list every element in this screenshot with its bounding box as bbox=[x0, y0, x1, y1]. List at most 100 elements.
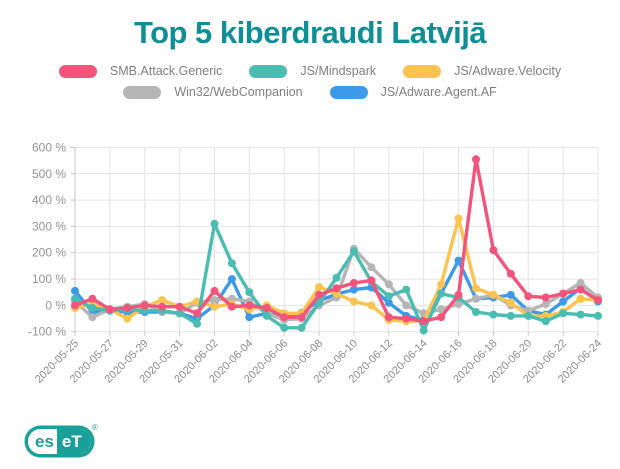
data-point bbox=[193, 309, 201, 318]
data-point bbox=[367, 276, 376, 285]
data-point bbox=[402, 285, 411, 294]
data-point bbox=[437, 280, 446, 289]
data-point bbox=[559, 309, 568, 318]
eset-logo: es eT ® bbox=[25, 423, 98, 457]
data-point bbox=[524, 311, 533, 320]
y-axis-label: 300 % bbox=[32, 219, 66, 233]
data-point bbox=[210, 302, 219, 311]
legend-swatch bbox=[403, 64, 442, 78]
data-point bbox=[262, 311, 271, 320]
data-point bbox=[541, 317, 550, 326]
legend-item-win32-webcompanion[interactable]: Win32/WebCompanion bbox=[123, 85, 303, 99]
legend-label: SMB.Attack.Generic bbox=[109, 64, 223, 78]
data-point bbox=[576, 294, 585, 303]
data-point bbox=[524, 292, 533, 301]
data-point bbox=[349, 285, 358, 294]
legend-swatch bbox=[249, 64, 288, 78]
data-point bbox=[402, 301, 411, 310]
data-point bbox=[384, 298, 393, 307]
y-axis-label: 500 % bbox=[32, 167, 66, 181]
data-point bbox=[559, 289, 568, 298]
data-point bbox=[454, 214, 463, 223]
data-point bbox=[227, 259, 236, 268]
data-point bbox=[472, 284, 480, 293]
legend-item-js-adware-agent-af[interactable]: JS/Adware.Agent.AF bbox=[329, 85, 497, 99]
legend-swatch bbox=[58, 64, 97, 78]
data-point bbox=[245, 301, 254, 310]
line-chart-canvas: 600 %500 %400 %300 %200 %100 %0 %-100 %2… bbox=[28, 140, 604, 385]
legend-label: JS/Mindspark bbox=[300, 64, 377, 78]
data-point bbox=[193, 319, 201, 328]
data-point bbox=[123, 304, 132, 312]
data-point bbox=[506, 290, 515, 299]
legend-item-smb-attack-generic[interactable]: SMB.Attack.Generic bbox=[58, 64, 223, 78]
data-point bbox=[349, 279, 358, 287]
legend-label: JS/Adware.Velocity bbox=[454, 64, 562, 78]
y-axis-label: 600 % bbox=[32, 140, 66, 154]
data-point bbox=[472, 308, 480, 316]
data-point bbox=[227, 302, 236, 311]
data-point bbox=[158, 296, 167, 305]
data-point bbox=[105, 305, 114, 314]
data-point bbox=[140, 301, 149, 310]
data-point bbox=[245, 313, 254, 322]
data-point bbox=[210, 219, 219, 228]
data-point bbox=[175, 309, 184, 318]
y-axis-label: 0 % bbox=[45, 298, 66, 312]
data-point bbox=[541, 300, 550, 309]
data-point bbox=[88, 294, 97, 303]
data-point bbox=[367, 263, 376, 272]
data-point bbox=[489, 246, 498, 255]
data-point bbox=[71, 294, 79, 303]
data-point bbox=[175, 302, 184, 311]
data-point bbox=[489, 290, 498, 299]
data-point bbox=[297, 323, 306, 332]
legend-item-js-adware-velocity[interactable]: JS/Adware.Velocity bbox=[403, 64, 561, 78]
data-point bbox=[506, 269, 515, 278]
data-point bbox=[576, 285, 585, 294]
data-point bbox=[88, 304, 97, 312]
data-point bbox=[472, 294, 480, 303]
data-point bbox=[559, 297, 568, 306]
data-point bbox=[210, 296, 219, 305]
data-point bbox=[419, 326, 428, 335]
data-point bbox=[472, 155, 480, 164]
data-point bbox=[454, 256, 463, 265]
legend-row: Win32/WebCompanion JS/Adware.Agent.AF bbox=[123, 85, 497, 99]
legend-swatch bbox=[329, 85, 368, 99]
legend-swatch bbox=[123, 85, 162, 99]
legend-row: SMB.Attack.Generic JS/Mindspark JS/Adware.… bbox=[58, 64, 561, 78]
data-point bbox=[332, 284, 341, 293]
data-point bbox=[245, 288, 254, 297]
data-point bbox=[315, 290, 324, 299]
y-axis-label: 100 % bbox=[32, 272, 66, 286]
data-point bbox=[262, 304, 271, 312]
data-point bbox=[437, 305, 446, 314]
data-point bbox=[71, 301, 79, 310]
data-point bbox=[576, 310, 585, 319]
legend-label: Win32/WebCompanion bbox=[174, 85, 303, 99]
data-point bbox=[402, 314, 411, 323]
data-point bbox=[384, 292, 393, 301]
data-point bbox=[332, 273, 341, 282]
data-point bbox=[280, 313, 289, 322]
data-point bbox=[437, 289, 446, 298]
y-axis-label: 400 % bbox=[32, 193, 66, 207]
data-point bbox=[280, 323, 289, 332]
data-point bbox=[489, 310, 498, 319]
series-smb-attack-generic bbox=[71, 155, 602, 326]
page-title: Top 5 kiberdraudi Latvijā bbox=[133, 15, 487, 50]
threat-trend-chart: 600 % 500 % 400 % 300 % 200 % 100 % 0 % -100 % 2… bbox=[0, 139, 620, 409]
data-point bbox=[315, 283, 324, 291]
legend-item-js-mindspark[interactable]: JS/Mindspark bbox=[249, 64, 376, 78]
data-point bbox=[454, 300, 463, 309]
data-point bbox=[88, 313, 97, 322]
data-point bbox=[506, 311, 515, 320]
data-point bbox=[506, 298, 515, 307]
data-point bbox=[227, 275, 236, 284]
data-point bbox=[349, 247, 358, 256]
page-root: { "title": "Top 5 kiberdraudi Latvijā", … bbox=[0, 15, 620, 469]
data-point bbox=[594, 311, 602, 320]
data-point bbox=[576, 279, 585, 287]
data-point bbox=[71, 286, 79, 295]
